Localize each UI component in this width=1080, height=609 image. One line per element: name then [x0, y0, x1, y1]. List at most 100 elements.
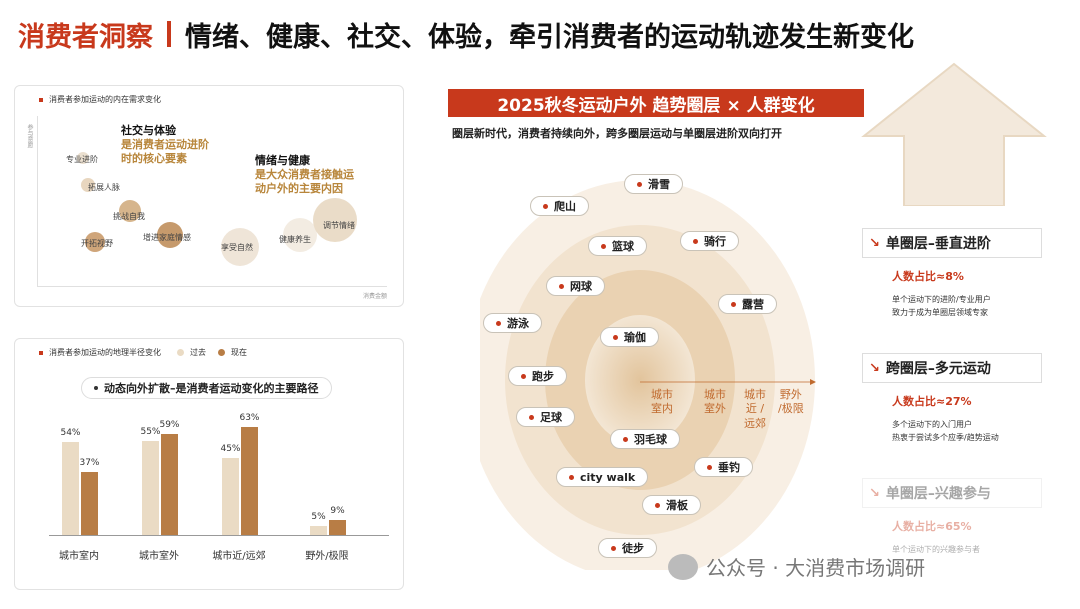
- legend-past-label: 过去: [190, 348, 206, 357]
- bubble-label: 专业进阶: [66, 155, 98, 164]
- header-brand: 消费者洞察: [18, 21, 153, 53]
- bubble-label: 开拓视野: [81, 239, 113, 248]
- tier-card-vertical: ↘ 单圈层–垂直进阶 人数占比≈8% 单个运动下的进阶/专业用户 致力于成为单圈层领…: [862, 228, 1042, 336]
- sport-label: 徒步: [622, 542, 644, 555]
- upward-arrow-icon: [861, 62, 1047, 206]
- sport-label: 篮球: [612, 240, 634, 253]
- sport-label: 骑行: [704, 235, 726, 248]
- bar-value-label: 9%: [330, 505, 345, 516]
- pill-dot-icon: [707, 464, 712, 470]
- ring-label-wild: 野外/极限: [778, 388, 804, 416]
- sport-label: 滑板: [666, 499, 688, 512]
- bar-value-label: 59%: [159, 419, 180, 430]
- sport-label: 羽毛球: [634, 433, 667, 446]
- sport-pill: city walk: [556, 467, 649, 487]
- needs-y-axis-label: 参与意愿: [26, 124, 33, 148]
- pill-dot-icon: [693, 238, 698, 244]
- bar-value-label: 54%: [60, 428, 81, 439]
- arrow-down-right-icon: ↘: [869, 360, 880, 376]
- bar-category-label: 野外/极限: [305, 551, 349, 562]
- tier-desc: 单个运动下的进阶/专业用户 致力于成为单圈层领域专家: [892, 294, 1042, 320]
- legend-now-swatch: [218, 349, 225, 356]
- bar-now: [329, 519, 346, 535]
- bubble-挑战自我: [119, 200, 141, 222]
- tier-title: ↘ 跨圈层–多元运动: [862, 353, 1042, 383]
- pill-dot-icon: [559, 283, 564, 289]
- pill-dot-icon: [496, 320, 501, 326]
- needs-chart-header: 消费者参加运动的内在需求变化: [39, 94, 161, 105]
- bubble-label: 拓展人脉: [88, 183, 120, 192]
- radius-chart-title: 消费者参加运动的地理半径变化: [49, 348, 161, 357]
- callout-emotion-head: 情绪与健康: [255, 154, 310, 167]
- pill-dot-icon: [569, 474, 574, 480]
- bullet-icon: [39, 350, 43, 355]
- bar-value-label: 5%: [311, 512, 326, 523]
- bar-past: [310, 526, 327, 535]
- sport-pill: 足球: [516, 407, 575, 427]
- arrow-down-right-icon: ↘: [869, 235, 880, 251]
- sport-pill: 网球: [546, 276, 605, 296]
- bar-value-label: 63%: [239, 413, 260, 423]
- bar-past: [62, 442, 79, 535]
- sport-pill: 瑜伽: [600, 327, 659, 347]
- tier-card-multi: ↘ 跨圈层–多元运动 人数占比≈27% 多个运动下的入门用户 热衷于尝试多个应季/趋…: [862, 353, 1042, 461]
- pill-dot-icon: [655, 502, 660, 508]
- bar-value-label: 55%: [140, 426, 161, 437]
- tier-title: ↘ 单圈层–垂直进阶: [862, 228, 1042, 258]
- bubble-label: 增进家庭情感: [143, 233, 191, 242]
- bubble-开拓视野: [85, 232, 105, 252]
- radius-headline: 动态向外扩散–是消费者运动变化的主要路径: [81, 377, 332, 399]
- tier-title-text: 跨圈层–多元运动: [885, 361, 991, 377]
- tier-desc: 多个运动下的入门用户 热衷于尝试多个应季/趋势运动: [892, 419, 1042, 445]
- radius-chart-header: 消费者参加运动的地理半径变化 过去 现在: [39, 347, 247, 358]
- wechat-icon: [668, 553, 698, 580]
- sport-pill: 滑板: [642, 495, 701, 515]
- bar-now: [241, 427, 258, 535]
- tier-desc-line: 单个运动下的进阶/专业用户: [892, 295, 991, 304]
- tier-title-text: 单圈层–兴趣参与: [885, 486, 991, 502]
- callout-social-sub: 是消费者运动进阶: [121, 137, 209, 151]
- bubble-调节情绪: [313, 198, 357, 242]
- watermark-text: 公众号 · 大消费市场调研: [706, 556, 926, 580]
- callout-emotion-sub: 动户外的主要内因: [255, 181, 343, 195]
- bubble-专业进阶: [77, 152, 89, 164]
- sport-label: 滑雪: [648, 178, 670, 191]
- bar-now: [81, 471, 98, 535]
- legend-now-label: 现在: [231, 348, 247, 357]
- legend-past-swatch: [177, 349, 184, 356]
- ring-label-outdoor: 城市 室外: [704, 388, 726, 416]
- sport-label: 垂钓: [718, 461, 740, 474]
- callout-social-sub: 时的核心要素: [121, 151, 187, 165]
- bar-category-label: 城市室外: [139, 551, 179, 562]
- callout-emotion-sub: 是大众消费者接触运: [255, 167, 354, 181]
- sport-pill: 跑步: [508, 366, 567, 386]
- tier-pct: 人数占比≈8%: [892, 270, 964, 283]
- sport-label: 爬山: [554, 200, 576, 213]
- center-subtitle: 圈层新时代，消费者持续向外，跨多圈层运动与单圈层进阶双向打开: [452, 127, 782, 140]
- tier-pct: 人数占比≈27%: [892, 395, 972, 408]
- bubble-label: 健康养生: [279, 235, 311, 244]
- bubble-享受自然: [221, 228, 259, 266]
- callout-social-head: 社交与体验: [121, 124, 176, 137]
- tier-title-text: 单圈层–垂直进阶: [885, 236, 991, 252]
- ring-label-suburb: 城市近 / 远郊: [744, 388, 766, 430]
- tier-desc-line: 致力于成为单圈层领域专家: [892, 307, 988, 317]
- bar-past: [222, 457, 239, 535]
- bullet-icon: [39, 97, 43, 102]
- pill-dot-icon: [611, 545, 616, 551]
- callout-emotion: 情绪与健康 是大众消费者接触运 动户外的主要内因: [255, 154, 354, 195]
- pill-dot-icon: [529, 414, 534, 420]
- sport-label: 跑步: [532, 370, 554, 383]
- tier-desc: 单个运动下的兴趣参与者: [892, 544, 1042, 557]
- sport-pill: 骑行: [680, 231, 739, 251]
- sport-pill: 滑雪: [624, 174, 683, 194]
- callout-social: 社交与体验 是消费者运动进阶 时的核心要素: [121, 124, 209, 165]
- needs-axis-line: [37, 116, 38, 286]
- tier-title: ↘ 单圈层–兴趣参与: [862, 478, 1042, 508]
- page-header: 消费者洞察 情绪、健康、社交、体验，牵引消费者的运动轨迹发生新变化: [18, 14, 1068, 54]
- bar-value-label: 37%: [79, 457, 100, 468]
- tier-desc-line: 多个运动下的入门用户: [892, 420, 972, 429]
- headline-text: 动态向外扩散–是消费者运动变化的主要路径: [104, 382, 319, 395]
- watermark: 公众号 · 大消费市场调研: [668, 552, 925, 581]
- sport-label: 网球: [570, 280, 592, 293]
